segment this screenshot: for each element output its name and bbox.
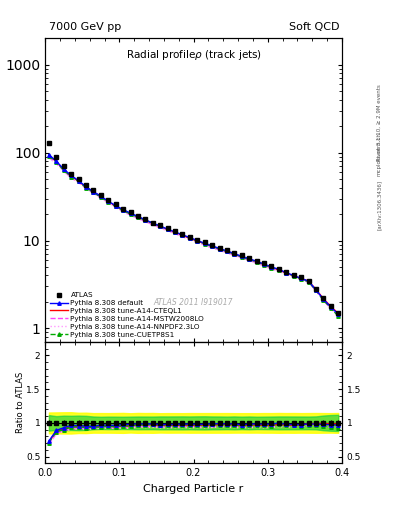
Text: [arXiv:1306.3436]: [arXiv:1306.3436]	[377, 180, 382, 230]
Text: mcplots.cern.ch: mcplots.cern.ch	[377, 132, 382, 176]
Text: Radial profile$\rho$ (track jets): Radial profile$\rho$ (track jets)	[125, 48, 262, 61]
Y-axis label: Ratio to ATLAS: Ratio to ATLAS	[16, 372, 25, 433]
X-axis label: Charged Particle r: Charged Particle r	[143, 484, 244, 494]
Text: Rivet 3.1.10, ≥ 2.9M events: Rivet 3.1.10, ≥ 2.9M events	[377, 84, 382, 161]
Text: 7000 GeV pp: 7000 GeV pp	[49, 22, 121, 32]
Legend: ATLAS, Pythia 8.308 default, Pythia 8.308 tune-A14-CTEQL1, Pythia 8.308 tune-A14: ATLAS, Pythia 8.308 default, Pythia 8.30…	[49, 291, 205, 338]
Text: Soft QCD: Soft QCD	[290, 22, 340, 32]
Text: ATLAS 2011 I919017: ATLAS 2011 I919017	[154, 298, 233, 307]
